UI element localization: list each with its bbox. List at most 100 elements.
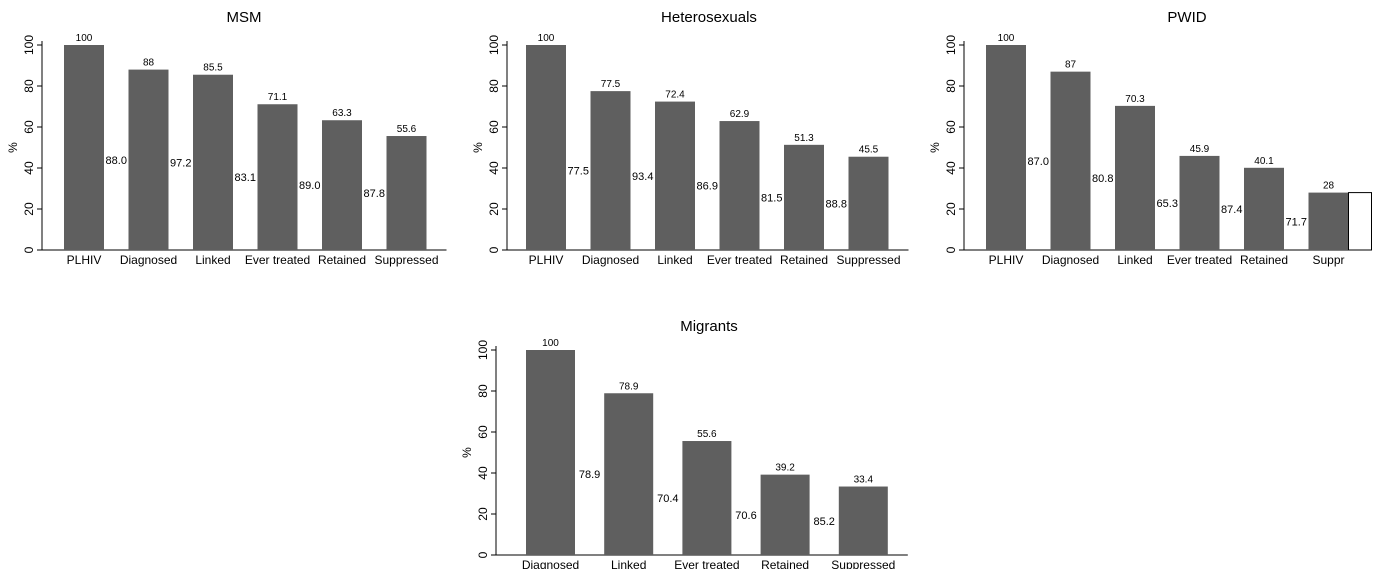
step-percentage-label: 88.0 (106, 155, 127, 167)
bar-value-label: 88 (143, 58, 155, 69)
bar (193, 74, 233, 250)
chart-title: MSM (227, 9, 262, 26)
bar-value-label: 87 (1065, 60, 1077, 71)
y-tick-label: 60 (476, 425, 490, 439)
x-tick-label: Diagnosed (582, 253, 639, 267)
bar (848, 156, 889, 250)
y-tick-label: 80 (476, 384, 490, 398)
chart-title: Migrants (680, 318, 738, 335)
y-tick-label: 60 (944, 120, 958, 134)
x-tick-label: Diagnosed (120, 253, 177, 267)
y-tick-label: 40 (22, 161, 36, 175)
y-tick-label: 40 (944, 161, 958, 175)
bar-value-label: 39.2 (775, 463, 795, 474)
y-tick-label: 0 (487, 246, 501, 253)
bar-value-label: 100 (542, 338, 559, 349)
bar (655, 101, 695, 250)
y-tick-label: 100 (944, 35, 958, 55)
x-tick-label: Linked (611, 558, 646, 569)
bar-value-label: 45.5 (859, 145, 879, 156)
bar-value-label: 85.5 (203, 63, 223, 74)
x-tick-label: PLHIV (529, 253, 564, 267)
bar (838, 486, 888, 555)
bar-value-label: 51.3 (794, 133, 814, 144)
bar-value-label: 55.6 (697, 429, 717, 440)
step-percentage-label: 81.5 (761, 192, 782, 204)
x-tick-label: Linked (1117, 253, 1152, 267)
step-percentage-label: 87.8 (364, 188, 385, 200)
bar (719, 121, 760, 251)
bar (1115, 105, 1155, 250)
step-percentage-label: 83.1 (235, 172, 256, 184)
x-tick-label: Suppressed (831, 558, 895, 569)
bar (386, 136, 427, 250)
step-percentage-label: 70.4 (657, 493, 678, 505)
bar (526, 45, 566, 250)
bar-value-label: 33.4 (854, 475, 874, 486)
step-percentage-label: 88.8 (826, 198, 847, 210)
y-tick-label: 40 (476, 466, 490, 480)
chart-panel-0: MSM 0 20 40 60 80 100% 100 PLHIV 88 Diagnosed 85.5 L… (6, 9, 447, 267)
chart-panel-1: Heterosexuals 0 20 40 60 80 100% 100 PLHIV 77.5 Di… (471, 9, 909, 267)
step-percentage-label: 97.2 (170, 157, 191, 169)
y-tick-label: 80 (944, 79, 958, 93)
y-tick-label: 20 (22, 202, 36, 216)
bar-value-label: 28 (1323, 181, 1335, 192)
y-tick-label: 0 (22, 246, 36, 253)
y-tick-label: 20 (944, 202, 958, 216)
x-tick-label: Diagnosed (522, 558, 579, 569)
bar (1050, 71, 1091, 251)
bar (784, 144, 824, 250)
x-tick-label: Ever treated (707, 253, 772, 267)
step-percentage-label: 71.7 (1286, 216, 1307, 228)
y-tick-label: 80 (22, 79, 36, 93)
y-tick-label: 20 (487, 202, 501, 216)
bar-value-label: 70.3 (1125, 94, 1145, 105)
bar-value-label: 72.4 (665, 90, 685, 101)
bar-value-label: 62.9 (730, 109, 750, 120)
x-tick-label: Linked (657, 253, 692, 267)
step-percentage-label: 87.0 (1028, 156, 1049, 168)
step-percentage-label: 89.0 (299, 180, 320, 192)
y-tick-label: 40 (487, 161, 501, 175)
bar (986, 45, 1026, 250)
step-percentage-label: 86.9 (697, 181, 718, 193)
x-tick-label: Ever treated (1167, 253, 1232, 267)
bar (322, 120, 362, 250)
y-tick-label: 0 (944, 246, 958, 253)
chart-panel-2: PWID 0 20 40 60 80 100% 100 PLHIV 87 Diagnosed 70.3… (928, 9, 1372, 267)
y-tick-label: 60 (487, 120, 501, 134)
step-percentage-label: 70.6 (735, 510, 756, 522)
step-percentage-label: 87.4 (1221, 204, 1242, 216)
step-percentage-label: 78.9 (579, 469, 600, 481)
bar-value-label: 40.1 (1254, 156, 1274, 167)
chart-panel-3: Migrants 0 20 40 60 80 100% 100 Diagnosed 78.9 Lin… (460, 318, 908, 569)
x-tick-label: Retained (1240, 253, 1288, 267)
y-tick-label: 0 (476, 551, 490, 558)
y-axis-label: % (6, 142, 20, 153)
chart-title: Heterosexuals (661, 9, 757, 26)
bar-value-label: 77.5 (601, 79, 621, 90)
bar (604, 393, 654, 555)
x-tick-label: Suppressed (374, 253, 438, 267)
y-tick-label: 100 (476, 340, 490, 360)
bar (1244, 167, 1284, 250)
bar (1179, 155, 1220, 250)
y-axis-label: % (460, 447, 474, 458)
bar (526, 350, 575, 555)
bar (128, 69, 169, 250)
bar-value-label: 45.9 (1190, 144, 1210, 155)
x-tick-label: Retained (761, 558, 809, 569)
outlined-bar (1348, 192, 1372, 251)
bar-value-label: 78.9 (619, 381, 639, 392)
step-percentage-label: 85.2 (813, 516, 834, 528)
bar-value-label: 100 (538, 33, 555, 44)
step-percentage-label: 80.8 (1092, 173, 1113, 185)
chart-title: PWID (1167, 9, 1206, 26)
x-tick-label: Ever treated (245, 253, 310, 267)
x-tick-label: Suppressed (836, 253, 900, 267)
bar (1308, 192, 1349, 250)
step-percentage-label: 65.3 (1157, 198, 1178, 210)
y-axis-label: % (928, 142, 942, 153)
x-tick-label: Linked (195, 253, 230, 267)
